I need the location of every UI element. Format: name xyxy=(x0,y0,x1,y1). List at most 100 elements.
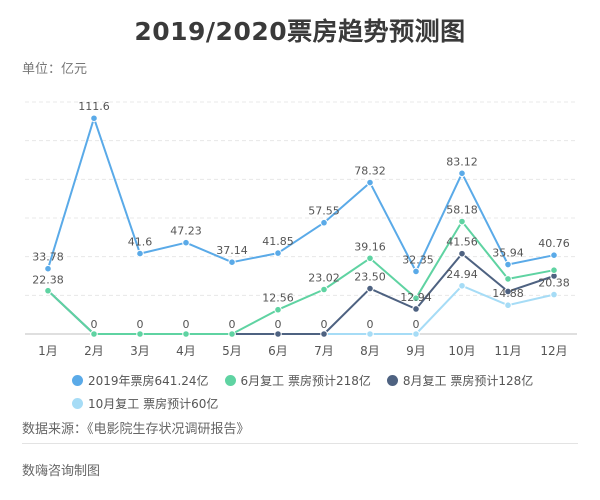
data-label: 22.38 xyxy=(32,274,64,287)
x-tick-label: 12月 xyxy=(540,344,567,358)
legend-item-august[interactable]: 8月复工 票房预计128亿 xyxy=(386,372,534,389)
x-tick-label: 7月 xyxy=(314,344,334,358)
data-label: 0 xyxy=(229,318,236,331)
data-point xyxy=(274,330,282,338)
legend-item-2019[interactable]: 2019年票房641.24亿 xyxy=(72,372,209,389)
x-tick-label: 8月 xyxy=(360,344,380,358)
data-point xyxy=(320,218,328,227)
data-label: 23.02 xyxy=(308,271,340,284)
legend-item-october[interactable]: 10月复工 票房预计60亿 xyxy=(72,395,218,412)
data-point xyxy=(136,249,144,258)
credit: 数嗨咨询制图 xyxy=(22,464,101,479)
data-point xyxy=(274,249,282,257)
data-label: 41.85 xyxy=(262,235,294,248)
data-point xyxy=(412,305,420,313)
data-point xyxy=(320,330,328,338)
line-chart: 1月 2月 3月 4月 5月 6月 7月 8月 9月 10月 11月 12月 22.38 0 0 0 0 0 0 0 0… xyxy=(25,100,577,358)
data-label: 0 xyxy=(275,318,282,331)
data-point xyxy=(136,330,144,338)
legend-row-2: 10月复工 票房预计60亿 xyxy=(72,395,572,412)
legend-item-june[interactable]: 6月复工 票房预计218亿 xyxy=(224,372,371,389)
data-point xyxy=(458,169,466,178)
data-point xyxy=(458,249,466,258)
data-point xyxy=(44,286,52,295)
legend-label: 8月复工 票房预计128亿 xyxy=(402,374,534,388)
data-label: 0 xyxy=(367,318,374,331)
data-point xyxy=(320,285,328,294)
data-point xyxy=(228,258,236,266)
data-point xyxy=(90,330,98,338)
data-point xyxy=(550,290,558,299)
data-point xyxy=(366,178,374,187)
unit-label: 单位：亿元 xyxy=(22,62,88,77)
x-tick-label: 11月 xyxy=(494,344,521,358)
legend-row-1: 2019年票房641.24亿 6月复工 票房预计218亿 8月复工 票房预计12… xyxy=(72,372,572,389)
data-point xyxy=(504,275,512,283)
data-label: 57.55 xyxy=(308,205,340,218)
divider xyxy=(22,443,578,444)
series-line xyxy=(47,252,555,335)
data-label: 47.23 xyxy=(170,225,202,238)
data-label: 0 xyxy=(137,318,144,331)
data-point xyxy=(412,294,420,303)
data-point xyxy=(44,264,52,273)
data-label: 24.94 xyxy=(446,268,478,281)
data-label: 12.56 xyxy=(262,292,294,305)
data-point xyxy=(550,251,558,259)
data-point xyxy=(182,238,190,247)
legend-dot xyxy=(72,375,83,386)
x-tick-label: 5月 xyxy=(222,344,242,358)
x-tick-label: 4月 xyxy=(176,344,196,358)
data-label: 0 xyxy=(91,318,98,331)
legend-dot xyxy=(386,375,398,386)
data-point xyxy=(504,260,512,269)
data-label: 0 xyxy=(413,318,420,331)
data-label: 41.56 xyxy=(446,236,478,249)
data-point xyxy=(182,330,190,338)
data-point xyxy=(412,267,420,276)
data-label: 39.16 xyxy=(354,240,386,253)
data-label: 12.94 xyxy=(400,291,432,304)
data-label: 23.50 xyxy=(354,271,386,284)
data-label: 0 xyxy=(183,318,190,331)
data-point xyxy=(504,287,512,296)
data-label: 33.78 xyxy=(32,251,64,264)
data-label: 78.32 xyxy=(354,165,386,178)
legend: 2019年票房641.24亿 6月复工 票房预计218亿 8月复工 票房预计12… xyxy=(72,372,572,418)
data-label: 14.88 xyxy=(492,287,524,300)
series-line xyxy=(47,220,555,335)
legend-label: 10月复工 票房预计60亿 xyxy=(88,397,219,411)
x-tick-label: 1月 xyxy=(38,344,58,358)
data-point xyxy=(274,305,282,314)
data-label: 0 xyxy=(321,318,328,331)
series-line xyxy=(47,117,555,273)
data-label: 111.6 xyxy=(78,100,110,113)
legend-dot xyxy=(224,375,236,386)
data-point xyxy=(550,266,558,275)
data-label: 20.38 xyxy=(538,277,570,290)
chart-title: 2019/2020票房趋势预测图 xyxy=(134,17,466,46)
x-tick-label: 2月 xyxy=(84,344,104,358)
x-tick-label: 3月 xyxy=(130,344,150,358)
data-point xyxy=(366,284,374,293)
legend-label: 2019年票房641.24亿 xyxy=(88,374,209,388)
data-point xyxy=(458,217,466,226)
legend-label: 6月复工 票房预计218亿 xyxy=(240,374,371,388)
series-line xyxy=(47,284,555,335)
data-label: 83.12 xyxy=(446,155,478,168)
data-source: 数据来源：《电影院生存状况调研报告》 xyxy=(22,422,250,437)
data-label: 35.94 xyxy=(492,247,524,260)
data-label: 32.35 xyxy=(402,253,434,266)
x-tick-label: 9月 xyxy=(406,344,426,358)
data-point xyxy=(366,254,374,263)
legend-dot xyxy=(72,398,83,409)
data-label: 58.18 xyxy=(446,204,478,217)
data-point xyxy=(412,330,420,338)
data-label: 40.76 xyxy=(538,237,570,250)
x-tick-label: 6月 xyxy=(268,344,288,358)
data-point xyxy=(228,330,236,338)
data-label: 37.14 xyxy=(216,244,248,257)
x-tick-label: 10月 xyxy=(448,344,475,358)
data-point xyxy=(504,301,512,310)
